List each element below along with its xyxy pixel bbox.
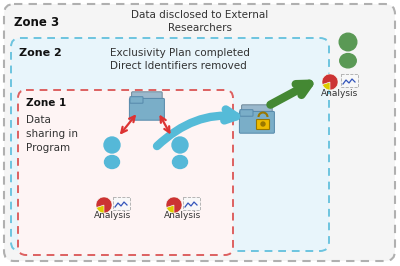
Wedge shape xyxy=(96,197,112,213)
Ellipse shape xyxy=(340,53,356,68)
Circle shape xyxy=(104,137,120,153)
Bar xyxy=(113,197,130,210)
Wedge shape xyxy=(322,76,338,90)
Text: Zone 3: Zone 3 xyxy=(14,16,59,29)
FancyBboxPatch shape xyxy=(240,110,253,116)
Ellipse shape xyxy=(104,156,120,168)
Bar xyxy=(183,197,200,210)
Wedge shape xyxy=(166,197,182,213)
FancyBboxPatch shape xyxy=(242,105,272,129)
Wedge shape xyxy=(96,197,112,213)
Wedge shape xyxy=(322,74,338,90)
Wedge shape xyxy=(166,197,182,213)
Wedge shape xyxy=(166,197,182,213)
Text: Analysis: Analysis xyxy=(94,211,132,220)
FancyBboxPatch shape xyxy=(130,97,143,103)
FancyBboxPatch shape xyxy=(239,111,274,133)
Wedge shape xyxy=(322,74,338,90)
Circle shape xyxy=(261,122,265,126)
Circle shape xyxy=(172,137,188,153)
FancyBboxPatch shape xyxy=(11,38,329,251)
Wedge shape xyxy=(322,74,338,90)
Text: Analysis: Analysis xyxy=(321,89,359,98)
FancyBboxPatch shape xyxy=(4,4,395,261)
FancyBboxPatch shape xyxy=(256,119,270,130)
Text: Zone 2: Zone 2 xyxy=(19,48,62,58)
Bar xyxy=(341,74,358,87)
FancyBboxPatch shape xyxy=(18,90,233,255)
Text: Data
sharing in
Program: Data sharing in Program xyxy=(26,115,78,153)
Ellipse shape xyxy=(172,156,188,168)
Text: Exclusivity Plan completed
Direct Identifiers removed: Exclusivity Plan completed Direct Identi… xyxy=(110,48,250,71)
Text: Analysis: Analysis xyxy=(164,211,202,220)
Wedge shape xyxy=(166,198,182,213)
FancyBboxPatch shape xyxy=(130,98,164,120)
Text: Data disclosed to External
Researchers: Data disclosed to External Researchers xyxy=(131,10,269,33)
Wedge shape xyxy=(96,197,112,213)
Circle shape xyxy=(339,33,357,51)
Wedge shape xyxy=(96,198,112,213)
Text: Zone 1: Zone 1 xyxy=(26,98,66,108)
FancyBboxPatch shape xyxy=(132,92,162,116)
